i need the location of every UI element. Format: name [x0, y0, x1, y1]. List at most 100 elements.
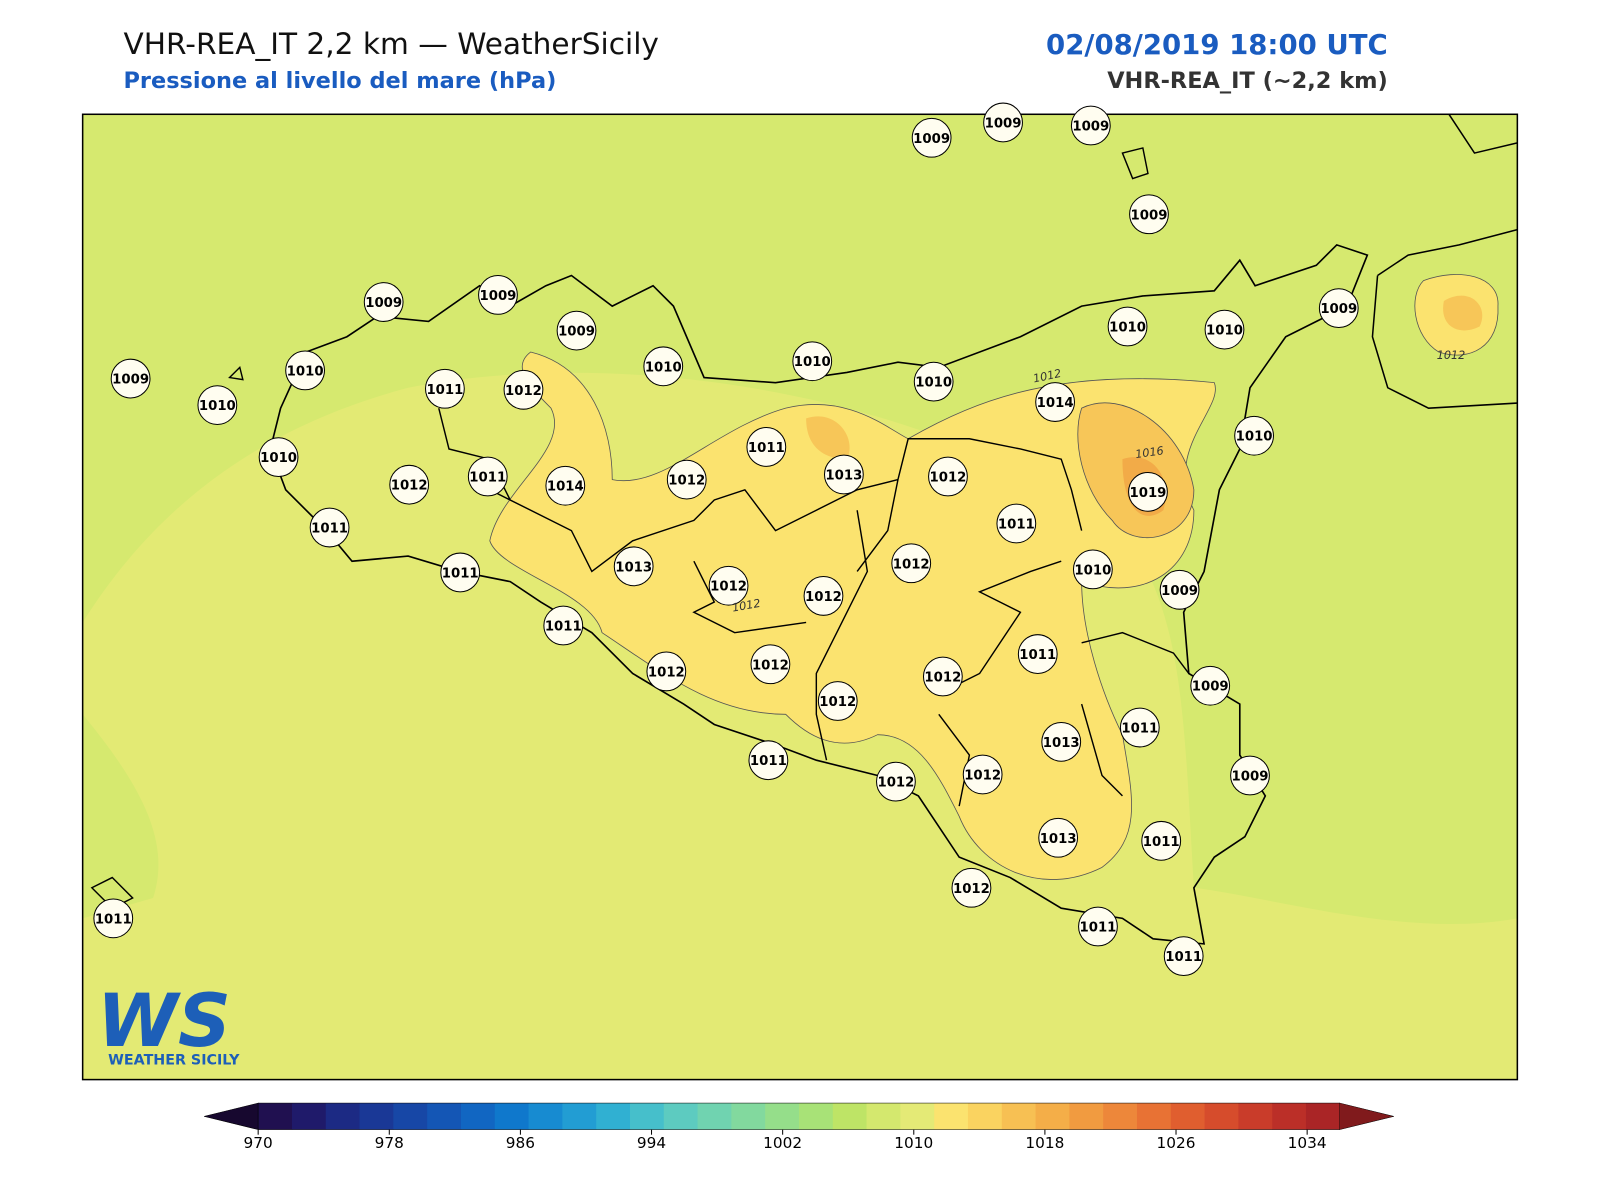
colorbar-bin — [1035, 1103, 1070, 1130]
colorbar-bin — [967, 1103, 1003, 1130]
station-value: 1011 — [1019, 648, 1056, 663]
colorbar-bin — [798, 1103, 834, 1130]
station-marker — [1190, 665, 1231, 706]
colorbar-bin — [258, 1103, 293, 1130]
colorbar-tick-label: 1026 — [1157, 1134, 1196, 1152]
colorbar-bin — [528, 1103, 563, 1130]
station-marker — [613, 546, 654, 587]
station-value: 1009 — [985, 116, 1022, 131]
station-marker — [503, 369, 544, 410]
station-value: 1012 — [819, 695, 856, 710]
station-value: 1010 — [287, 364, 324, 379]
field-1008-1010 — [82, 714, 159, 919]
field-1014-1016 — [806, 416, 850, 460]
contour-label: 1012 — [1437, 349, 1466, 362]
station-value: 1011 — [1121, 722, 1158, 737]
station-value: 1019 — [1130, 486, 1167, 501]
colorbar-bin — [1238, 1103, 1273, 1130]
station-value: 1014 — [547, 480, 584, 495]
station-marker — [1128, 471, 1168, 512]
station-value: 1012 — [668, 474, 705, 489]
colorbar-bin — [1001, 1103, 1037, 1130]
colorbar-bin — [427, 1103, 462, 1130]
station-marker — [1041, 721, 1082, 762]
station-marker — [309, 507, 350, 548]
station-value: 1012 — [805, 590, 842, 605]
colorbar-bin — [1136, 1103, 1172, 1130]
station-marker — [876, 761, 916, 802]
coastline — [269, 243, 1369, 945]
station-marker — [545, 465, 586, 506]
station-value: 1009 — [1161, 584, 1198, 599]
station-value: 1009 — [913, 132, 950, 147]
station-marker — [1230, 755, 1270, 796]
station-marker — [110, 358, 151, 399]
station-value: 1011 — [311, 522, 348, 537]
station-value: 1012 — [505, 384, 542, 399]
colorbar-tick-label: 978 — [375, 1134, 404, 1152]
colorbar-bin — [325, 1103, 361, 1130]
station-marker — [748, 740, 789, 781]
station-marker — [643, 346, 684, 387]
station-value: 1010 — [1206, 324, 1243, 339]
station-value: 1009 — [1232, 770, 1269, 785]
station-value: 1013 — [1043, 736, 1080, 751]
colorbar-tick-label: 1002 — [763, 1134, 802, 1152]
colorbar-under — [204, 1102, 259, 1130]
model: VHR-REA_IT (~2,2 km) — [1107, 68, 1388, 94]
station-marker — [922, 656, 963, 697]
colorbar-tick-label: 986 — [506, 1134, 535, 1152]
map-area — [82, 114, 1518, 1080]
station-value: 1011 — [469, 471, 506, 486]
station-marker — [983, 102, 1023, 143]
station-marker — [1159, 569, 1200, 610]
station-marker — [478, 275, 518, 315]
station-marker — [803, 576, 844, 616]
colorbar-bin — [393, 1103, 428, 1130]
station-value: 1011 — [748, 441, 785, 456]
colorbar-bin — [1069, 1103, 1104, 1130]
station-value: 1009 — [365, 296, 402, 311]
station-value: 1012 — [924, 671, 961, 686]
station-marker — [258, 437, 299, 478]
colorbar-bin — [1103, 1103, 1138, 1130]
station-value: 1012 — [877, 776, 914, 791]
logo: WS WEATHER SICILY — [97, 979, 240, 1068]
station-marker — [1017, 634, 1058, 674]
station-marker — [1163, 936, 1204, 977]
colorbar-bin — [1305, 1103, 1341, 1130]
colorbar-bin — [934, 1103, 969, 1130]
station-value: 1012 — [893, 557, 930, 572]
station-marker — [467, 456, 508, 497]
station-value: 1011 — [750, 754, 787, 769]
colorbar-bin — [1170, 1103, 1206, 1130]
station-value: 1012 — [710, 580, 747, 595]
station-marker — [1070, 105, 1111, 146]
station-marker — [646, 651, 687, 692]
station-value: 1013 — [825, 469, 862, 484]
station-value: 1012 — [930, 471, 967, 486]
station-value: 1009 — [1320, 302, 1357, 317]
colorbar-bin — [731, 1103, 766, 1130]
field-1008-1010 — [82, 114, 1518, 924]
station-marker — [389, 464, 430, 505]
colorbar-bin — [291, 1103, 327, 1130]
station-marker — [1129, 194, 1169, 235]
colorbar-over — [1339, 1102, 1394, 1130]
station-marker — [962, 754, 1003, 795]
station-marker — [1204, 309, 1245, 350]
station-marker — [1035, 382, 1075, 422]
colorbar-bin — [494, 1103, 530, 1130]
station-marker — [891, 543, 932, 584]
colorbar-bin — [663, 1103, 699, 1130]
colorbar-tick-label: 994 — [637, 1134, 666, 1152]
station-marker — [928, 456, 968, 497]
station-value: 1009 — [112, 373, 149, 388]
station-marker — [911, 117, 952, 158]
station-marker — [1038, 817, 1079, 858]
station-marker — [913, 361, 954, 402]
station-value: 1013 — [1040, 832, 1077, 847]
station-marker — [996, 503, 1037, 544]
subtitle: Pressione al livello del mare (hPa) — [123, 68, 556, 94]
